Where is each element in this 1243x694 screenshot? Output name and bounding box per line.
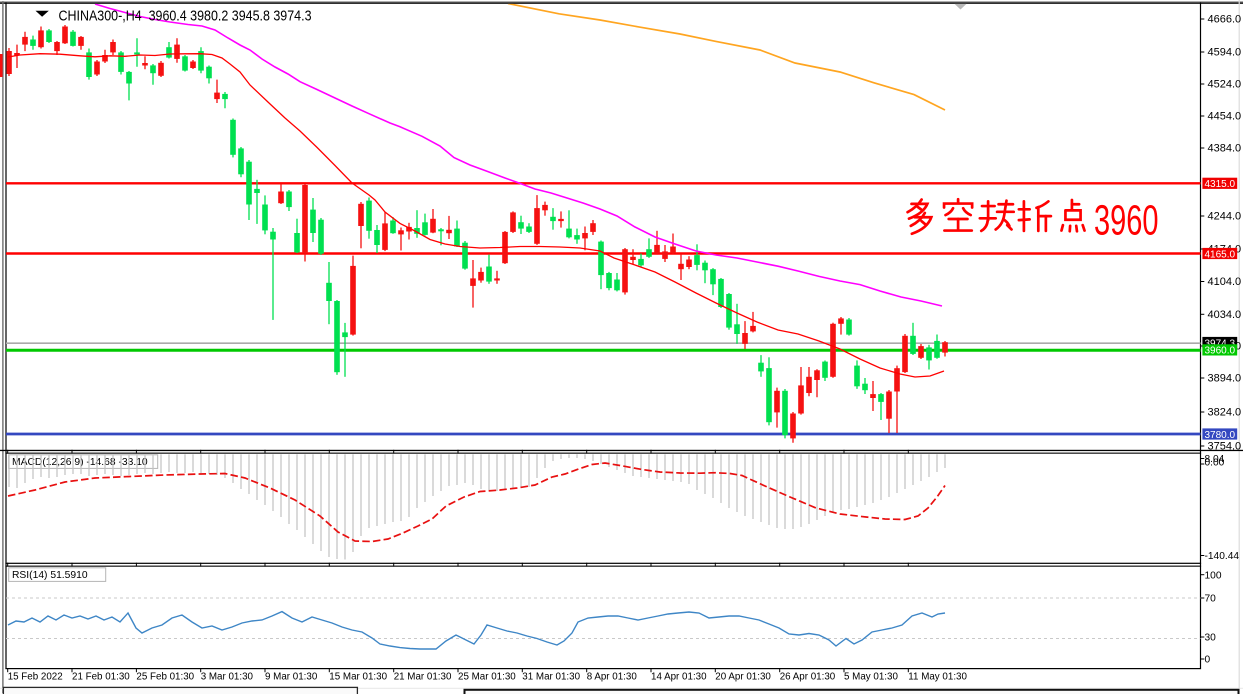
svg-text:3960: 3960 bbox=[1094, 197, 1159, 245]
svg-text:0.00: 0.00 bbox=[1205, 457, 1225, 468]
svg-text:4104.0: 4104.0 bbox=[1208, 276, 1242, 288]
svg-text:70: 70 bbox=[1205, 594, 1217, 605]
svg-text:100: 100 bbox=[1205, 570, 1222, 581]
svg-text:21 Mar 01:30: 21 Mar 01:30 bbox=[394, 672, 452, 683]
svg-text:4594.0: 4594.0 bbox=[1208, 47, 1242, 59]
svg-text:11 May 01:30: 11 May 01:30 bbox=[908, 672, 967, 683]
svg-text:-140.44: -140.44 bbox=[1205, 551, 1240, 562]
svg-text:26 Apr 01:30: 26 Apr 01:30 bbox=[780, 672, 836, 683]
svg-text:9 Mar 01:30: 9 Mar 01:30 bbox=[265, 672, 318, 683]
svg-text:15 Mar 01:30: 15 Mar 01:30 bbox=[329, 672, 387, 683]
svg-text:30: 30 bbox=[1205, 633, 1217, 644]
svg-text:4524.0: 4524.0 bbox=[1208, 79, 1242, 91]
svg-text:4384.0: 4384.0 bbox=[1208, 143, 1242, 155]
svg-text:3974.3: 3974.3 bbox=[1205, 338, 1236, 349]
svg-text:14 Apr 01:30: 14 Apr 01:30 bbox=[651, 672, 707, 683]
svg-text:3960.0: 3960.0 bbox=[1205, 346, 1236, 357]
svg-text:8.04: 8.04 bbox=[1205, 454, 1225, 465]
svg-text:4315.0: 4315.0 bbox=[1205, 179, 1236, 190]
svg-text:3754.0: 3754.0 bbox=[1208, 441, 1242, 453]
svg-text:MACD(12,26,9) -14.68 -33.10: MACD(12,26,9) -14.68 -33.10 bbox=[12, 457, 148, 468]
svg-text:3 Mar 01:30: 3 Mar 01:30 bbox=[201, 672, 254, 683]
svg-text:15 Feb 2022: 15 Feb 2022 bbox=[8, 672, 63, 683]
svg-text:20 Apr 01:30: 20 Apr 01:30 bbox=[715, 672, 771, 683]
svg-text:4666.0: 4666.0 bbox=[1208, 14, 1242, 26]
svg-text:8 Apr 01:30: 8 Apr 01:30 bbox=[587, 672, 638, 683]
svg-text:31 Mar 01:30: 31 Mar 01:30 bbox=[522, 672, 580, 683]
svg-text:RSI(14) 51.5910: RSI(14) 51.5910 bbox=[12, 570, 88, 581]
svg-text:3780.0: 3780.0 bbox=[1205, 430, 1236, 441]
svg-text:CHINA300-,H4 3960.4 3980.2 39: CHINA300-,H4 3960.4 3980.2 3945.8 3974.3 bbox=[59, 8, 312, 25]
svg-text:5 May 01:30: 5 May 01:30 bbox=[844, 672, 898, 683]
svg-text:25 Mar 01:30: 25 Mar 01:30 bbox=[458, 672, 516, 683]
svg-text:0: 0 bbox=[1205, 655, 1211, 666]
svg-text:25 Feb 01:30: 25 Feb 01:30 bbox=[136, 672, 194, 683]
svg-text:4244.0: 4244.0 bbox=[1208, 211, 1242, 223]
svg-text:4034.0: 4034.0 bbox=[1208, 309, 1242, 321]
svg-text:4454.0: 4454.0 bbox=[1208, 111, 1242, 123]
svg-text:3894.0: 3894.0 bbox=[1208, 373, 1242, 385]
svg-text:4165.0: 4165.0 bbox=[1205, 249, 1236, 260]
svg-text:3824.0: 3824.0 bbox=[1208, 407, 1242, 419]
svg-text:21 Feb 01:30: 21 Feb 01:30 bbox=[72, 672, 130, 683]
